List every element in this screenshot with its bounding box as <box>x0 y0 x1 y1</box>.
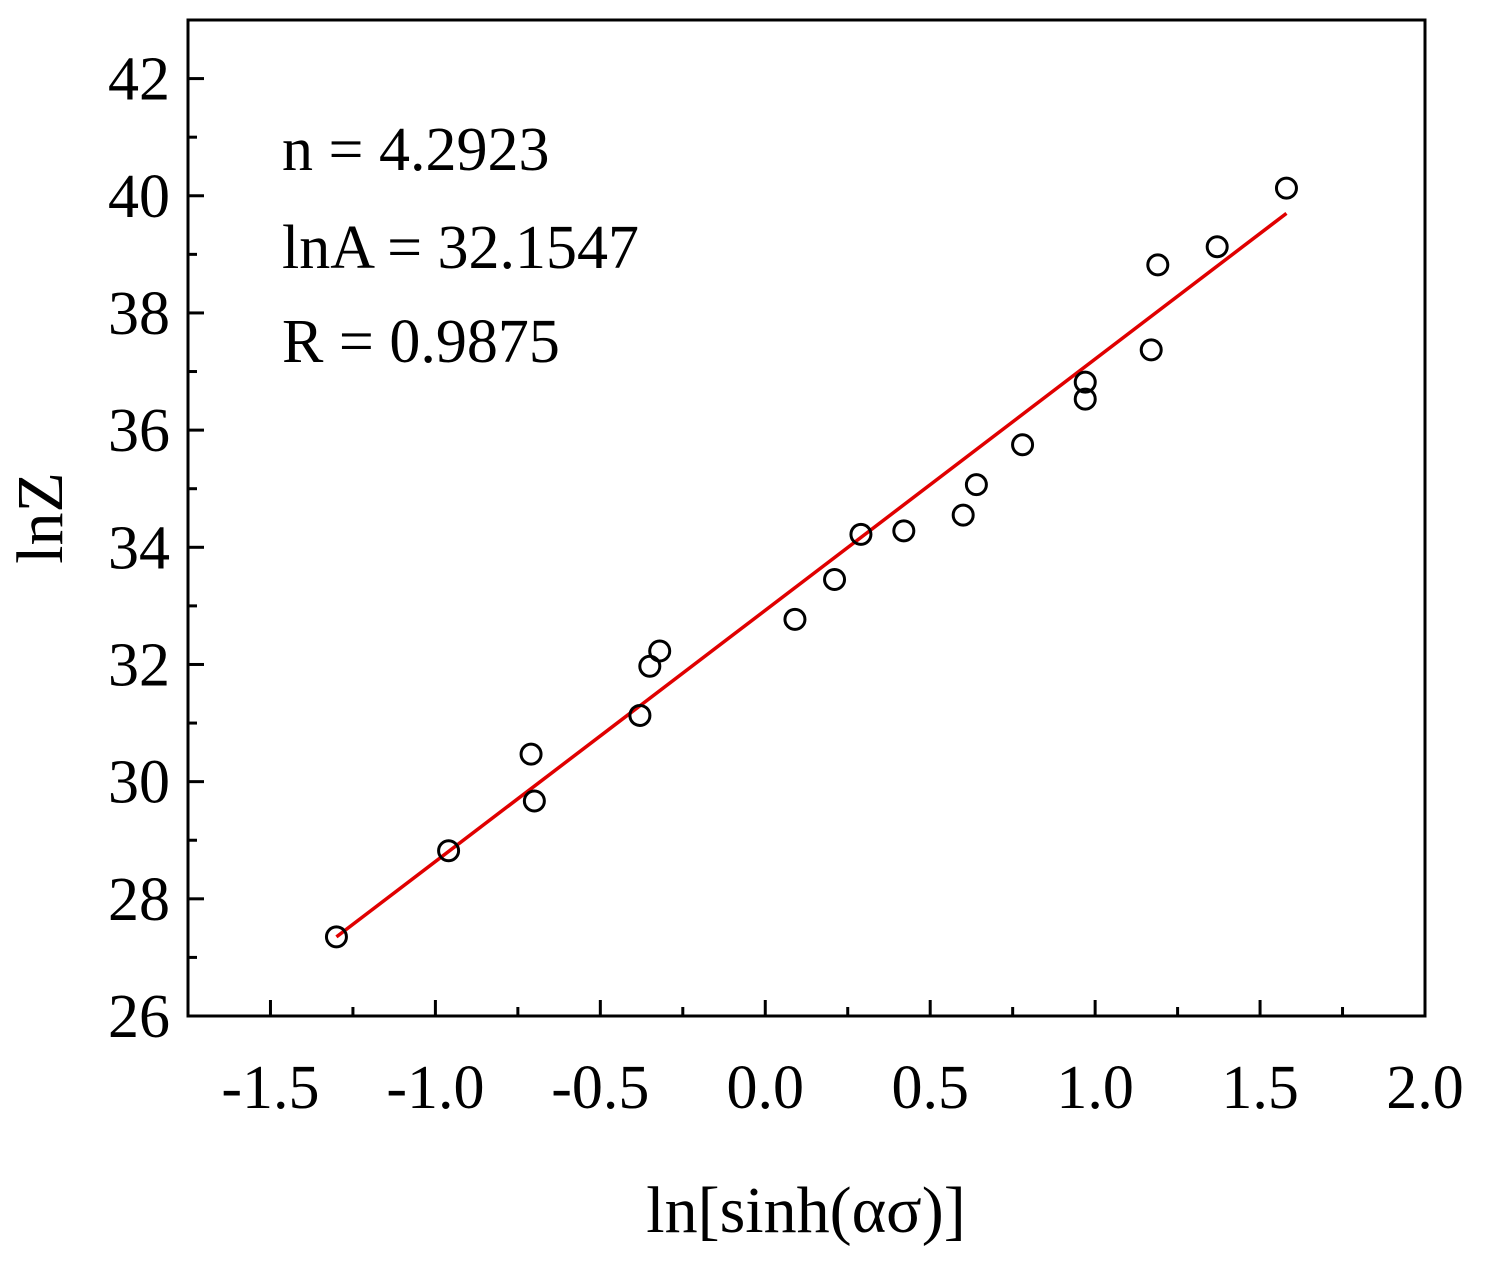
data-point <box>849 522 873 546</box>
data-point <box>1139 338 1163 362</box>
data-points <box>324 176 1298 949</box>
x-tick-label: 1.0 <box>1056 1054 1134 1122</box>
data-point <box>1146 253 1170 277</box>
data-point <box>648 639 672 663</box>
data-point <box>1205 235 1229 259</box>
x-tick-label: 2.0 <box>1386 1054 1464 1122</box>
y-tick-label: 28 <box>108 866 170 934</box>
data-point <box>964 473 988 497</box>
y-tick-label: 40 <box>108 163 170 231</box>
fit-line-layer <box>335 211 1288 939</box>
x-tick-label: 0.0 <box>727 1054 805 1122</box>
x-tick-label: -1.0 <box>386 1054 484 1122</box>
data-point <box>628 703 652 727</box>
annotation-r: R = 0.9875 <box>282 308 560 376</box>
y-axis-title: lnZ <box>4 472 77 564</box>
y-tick-label: 26 <box>108 983 170 1051</box>
data-point <box>519 742 543 766</box>
data-point <box>437 839 461 863</box>
annotation-lna: lnA = 32.1547 <box>282 214 639 282</box>
fit-line <box>335 211 1288 939</box>
y-tick-label: 32 <box>108 631 170 699</box>
y-tick-label: 42 <box>108 46 170 114</box>
data-point <box>1274 176 1298 200</box>
y-tick-label: 30 <box>108 749 170 817</box>
y-tick-label: 38 <box>108 280 170 348</box>
annotation-n: n = 4.2923 <box>282 116 549 184</box>
x-tick-label: -1.5 <box>221 1054 319 1122</box>
data-point <box>783 607 807 631</box>
x-tick-label: 1.5 <box>1221 1054 1299 1122</box>
data-point <box>1073 370 1097 394</box>
data-point <box>324 925 348 949</box>
x-tick-label: -0.5 <box>551 1054 649 1122</box>
data-point <box>522 789 546 813</box>
data-point <box>1011 433 1035 457</box>
y-tick-labels: 26 28 30 32 34 36 38 40 42 <box>108 46 170 1051</box>
data-point <box>951 503 975 527</box>
y-tick-label: 34 <box>108 514 170 582</box>
data-point <box>823 568 847 592</box>
x-axis-title: ln[sinh(ασ)] <box>646 1174 965 1247</box>
axis-ticks <box>188 77 1427 1018</box>
x-tick-labels: -1.5 -1.0 -0.5 0.0 0.5 1.0 1.5 2.0 <box>221 1054 1463 1122</box>
y-tick-label: 36 <box>108 397 170 465</box>
x-tick-label: 0.5 <box>891 1054 969 1122</box>
data-point <box>892 519 916 543</box>
plot-frame <box>186 18 1427 1018</box>
data-point <box>1073 387 1097 411</box>
